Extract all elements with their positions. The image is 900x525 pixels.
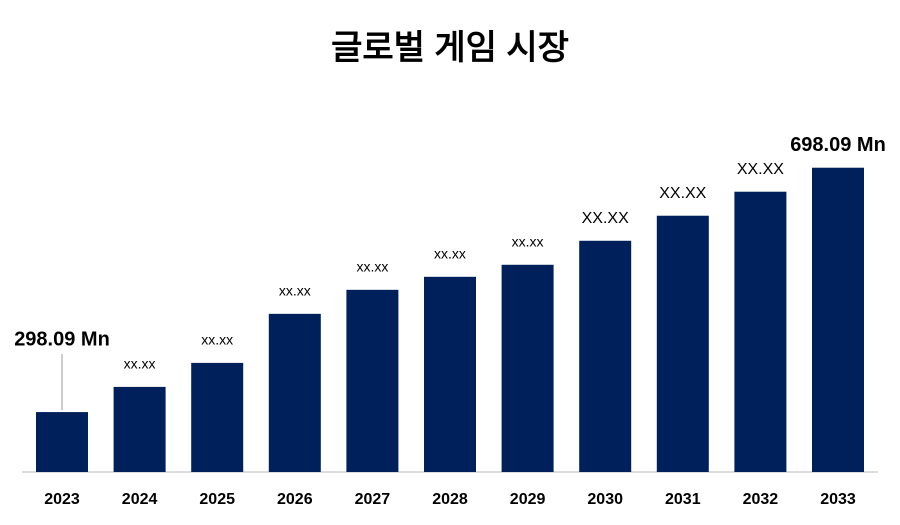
x-tick-label: 2033 — [820, 491, 856, 508]
x-tick-label: 2023 — [44, 491, 80, 508]
x-tick-label: 2028 — [432, 491, 468, 508]
data-label: xx.xx — [356, 259, 388, 275]
data-label: xx.xx — [512, 233, 544, 249]
data-label: 298.09 Mn — [14, 328, 110, 350]
bar — [812, 167, 864, 473]
bar — [501, 264, 554, 472]
bar — [113, 386, 166, 472]
data-label: XX.XX — [659, 185, 706, 202]
bar — [656, 215, 709, 472]
data-label: xx.xx — [201, 332, 233, 348]
bar — [424, 276, 476, 472]
x-tick-label: 2026 — [277, 491, 313, 508]
data-label: xx.xx — [124, 356, 156, 372]
data-label: xx.xx — [279, 283, 311, 299]
x-tick-label: 2032 — [743, 491, 779, 508]
chart-title: 글로벌 게임 시장 — [331, 29, 569, 67]
data-label: XX.XX — [737, 161, 784, 178]
bar — [346, 289, 399, 472]
x-tick-label: 2030 — [587, 491, 623, 508]
x-tick-label: 2025 — [199, 491, 235, 508]
data-label: xx.xx — [434, 246, 466, 262]
bar — [579, 240, 632, 472]
bar — [268, 313, 321, 472]
bar — [36, 412, 88, 472]
x-tick-label: 2029 — [510, 491, 546, 508]
data-label: 698.09 Mn — [790, 134, 886, 156]
x-tick-label: 2031 — [665, 491, 701, 508]
x-tick-label: 2024 — [122, 491, 158, 508]
bar — [734, 191, 787, 472]
data-label: XX.XX — [582, 210, 629, 227]
x-tick-label: 2027 — [355, 491, 391, 508]
bar — [191, 362, 244, 472]
